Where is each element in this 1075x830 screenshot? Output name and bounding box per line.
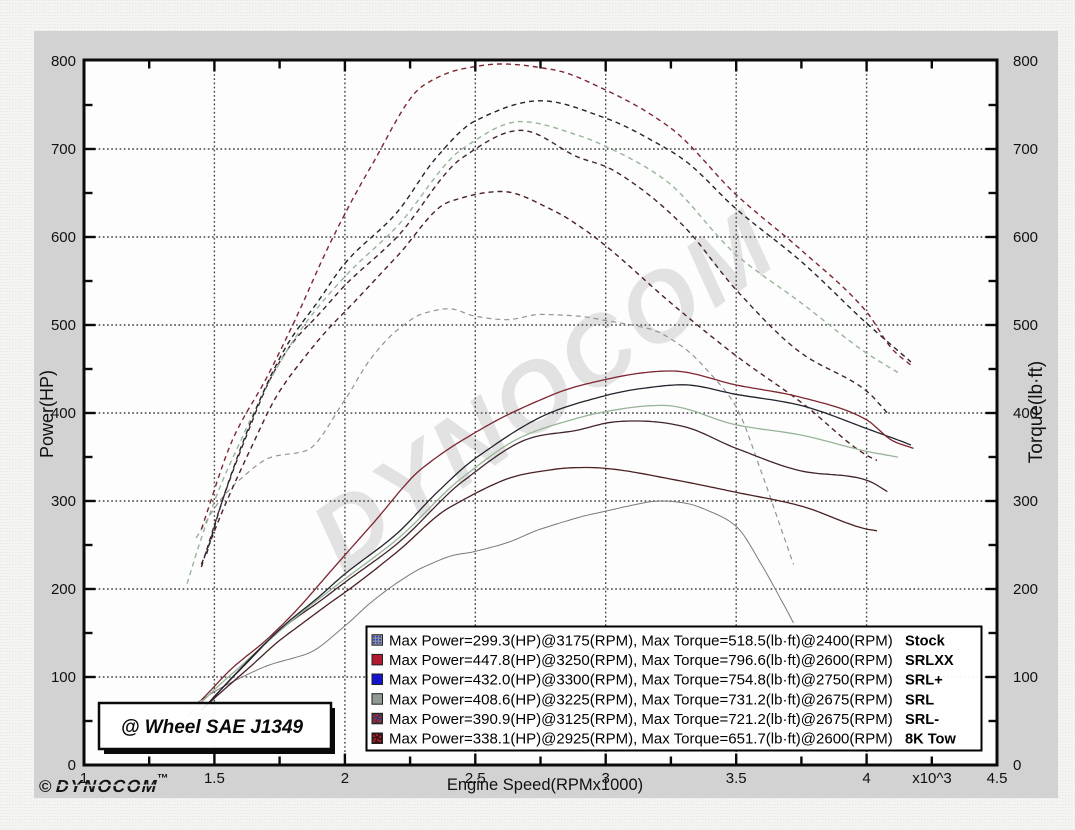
svg-text:0: 0 — [1013, 757, 1021, 774]
svg-text:Max Power=432.0(HP)@3300(RPM),: Max Power=432.0(HP)@3300(RPM), Max Torqu… — [389, 672, 893, 689]
svg-text:SRLXX: SRLXX — [905, 653, 954, 669]
svg-text:200: 200 — [51, 581, 76, 598]
svg-text:Power(HP): Power(HP) — [37, 370, 57, 458]
svg-text:3: 3 — [602, 770, 610, 787]
svg-text:2: 2 — [341, 770, 349, 787]
svg-text:1: 1 — [80, 770, 88, 787]
svg-text:600: 600 — [51, 229, 76, 246]
svg-text:100: 100 — [1013, 669, 1038, 686]
svg-text:800: 800 — [51, 53, 76, 70]
svg-text:SRL-: SRL- — [905, 712, 939, 728]
svg-text:700: 700 — [1013, 141, 1038, 158]
svg-text:Max Power=299.3(HP)@3175(RPM),: Max Power=299.3(HP)@3175(RPM), Max Torqu… — [389, 632, 893, 649]
svg-text:500: 500 — [1013, 317, 1038, 334]
svg-text:@ Wheel SAE J1349: @ Wheel SAE J1349 — [121, 717, 304, 738]
svg-text:500: 500 — [51, 317, 76, 334]
svg-text:SRL: SRL — [905, 692, 934, 708]
svg-text:Max Power=447.8(HP)@3250(RPM),: Max Power=447.8(HP)@3250(RPM), Max Torqu… — [389, 652, 893, 669]
svg-text:700: 700 — [51, 141, 76, 158]
svg-text:1.5: 1.5 — [204, 770, 225, 787]
svg-text:400: 400 — [51, 405, 76, 422]
svg-text:400: 400 — [1013, 405, 1038, 422]
svg-text:2.5: 2.5 — [465, 770, 486, 787]
svg-text:4: 4 — [862, 770, 870, 787]
svg-text:200: 200 — [1013, 581, 1038, 598]
svg-text:Torque(lb·ft): Torque(lb·ft) — [1026, 361, 1047, 463]
svg-text:300: 300 — [51, 493, 76, 510]
svg-text:100: 100 — [51, 669, 76, 686]
svg-text:8K Tow: 8K Tow — [905, 732, 956, 748]
svg-text:300: 300 — [1013, 493, 1038, 510]
svg-text:Stock: Stock — [905, 633, 946, 649]
svg-text:Engine Speed(RPMx1000): Engine Speed(RPMx1000) — [447, 776, 643, 794]
svg-text:Max Power=338.1(HP)@2925(RPM),: Max Power=338.1(HP)@2925(RPM), Max Torqu… — [389, 731, 893, 748]
svg-text:Max Power=390.9(HP)@3125(RPM),: Max Power=390.9(HP)@3125(RPM), Max Torqu… — [389, 711, 893, 728]
svg-text:600: 600 — [1013, 229, 1038, 246]
svg-text:Max Power=408.6(HP)@3225(RPM),: Max Power=408.6(HP)@3225(RPM), Max Torqu… — [389, 691, 893, 708]
svg-text:800: 800 — [1013, 53, 1038, 70]
svg-text:4.5: 4.5 — [987, 770, 1008, 787]
svg-text:3.5: 3.5 — [726, 770, 747, 787]
svg-text:©: © — [39, 777, 52, 796]
svg-text:x10^3: x10^3 — [912, 770, 952, 787]
svg-text:SRL+: SRL+ — [905, 673, 943, 689]
svg-text:0: 0 — [68, 757, 76, 774]
svg-text:™: ™ — [157, 773, 169, 785]
